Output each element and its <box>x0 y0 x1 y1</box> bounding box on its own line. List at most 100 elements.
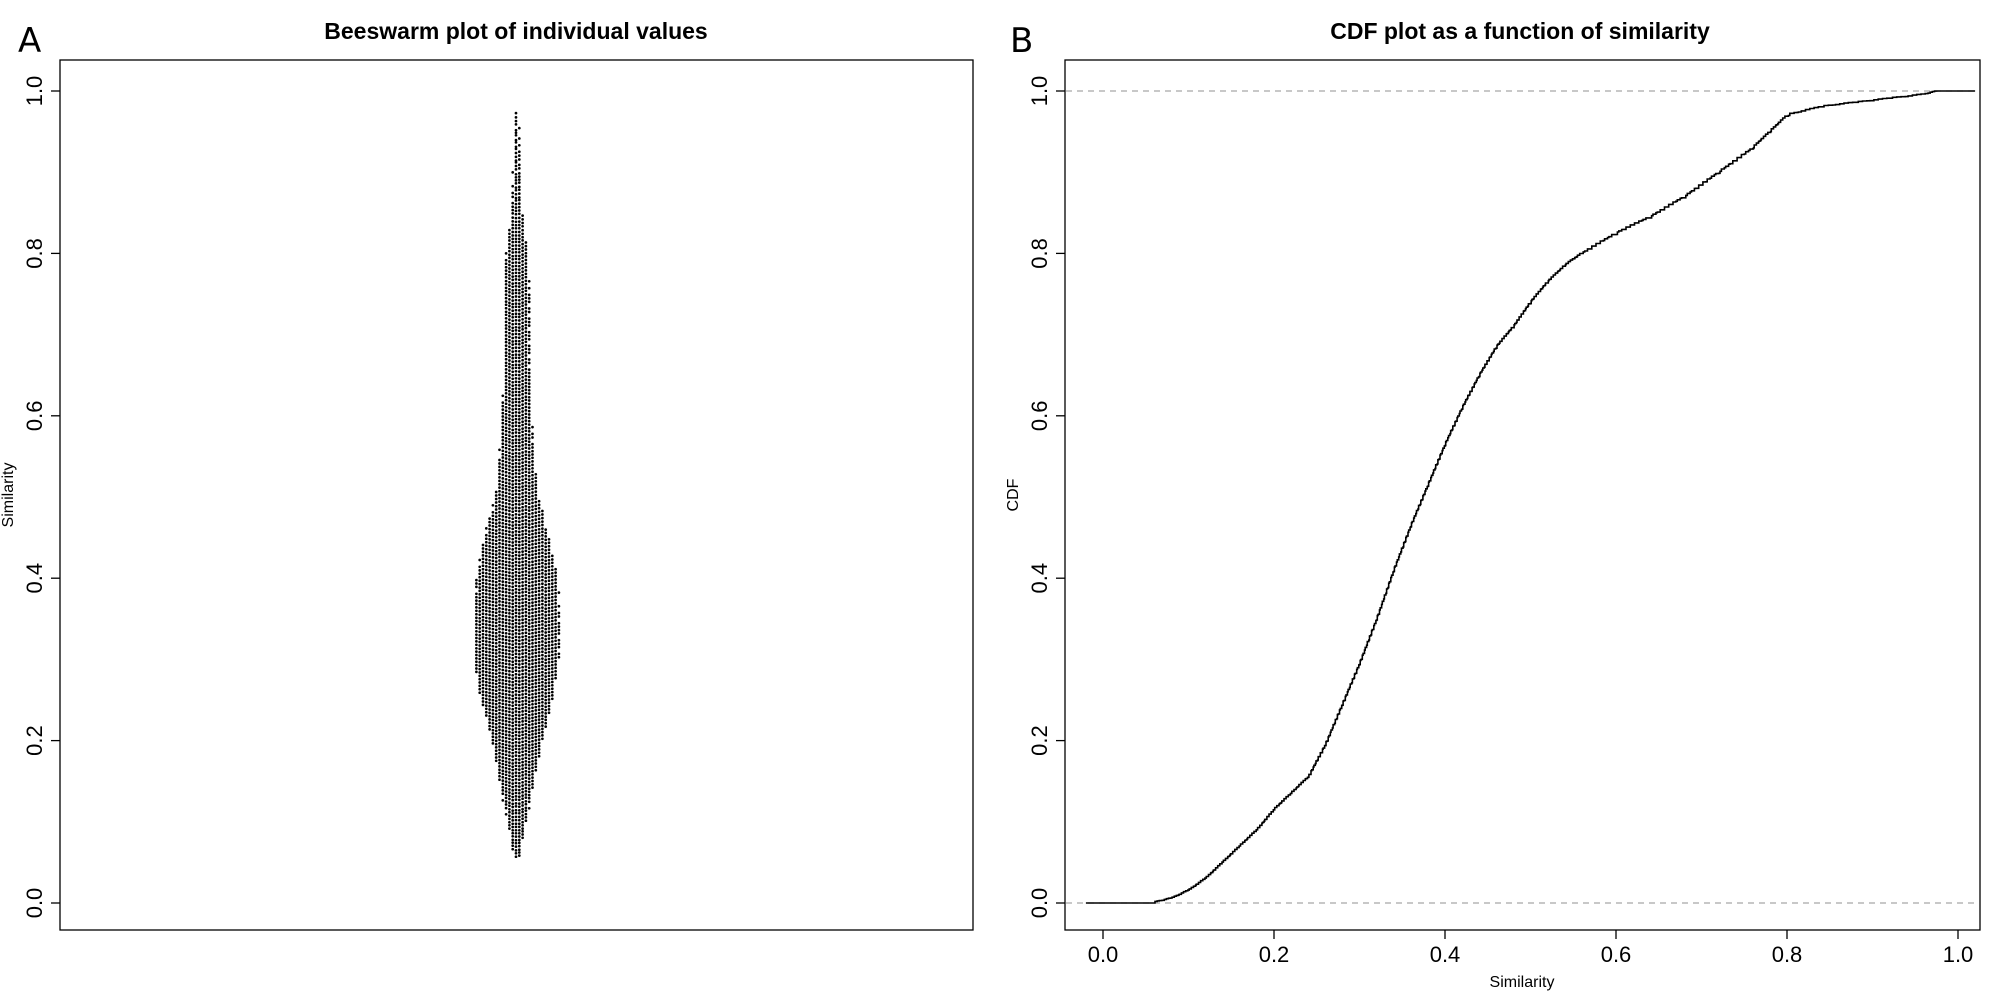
beeswarm-point <box>514 652 518 656</box>
beeswarm-point <box>514 212 518 216</box>
beeswarm-point <box>524 251 528 255</box>
beeswarm-point <box>511 718 515 721</box>
beeswarm-point <box>508 235 511 239</box>
beeswarm-point <box>501 394 505 398</box>
beeswarm-point <box>521 543 524 547</box>
beeswarm-point <box>514 332 518 336</box>
beeswarm-point <box>541 660 544 664</box>
beeswarm-point <box>491 675 495 678</box>
beeswarm-point <box>501 722 505 726</box>
beeswarm-point <box>514 261 518 264</box>
beeswarm-point <box>517 387 521 391</box>
beeswarm-point <box>517 731 521 734</box>
beeswarm-point <box>541 599 544 603</box>
beeswarm-point <box>514 366 518 370</box>
beeswarm-point <box>508 249 511 253</box>
beeswarm-point <box>514 298 518 302</box>
beeswarm-point <box>517 656 521 660</box>
beeswarm-point <box>521 307 524 311</box>
beeswarm-point <box>494 669 498 672</box>
beeswarm-point <box>475 616 478 620</box>
beeswarm-point <box>524 815 528 819</box>
beeswarm-point <box>478 599 482 603</box>
panel-a: A Beeswarm plot of individual values 0.0… <box>0 18 974 931</box>
beeswarm-point <box>521 648 524 652</box>
beeswarm-point <box>547 558 551 562</box>
beeswarm-point <box>521 481 524 485</box>
beeswarm-point <box>541 727 544 731</box>
beeswarm-point <box>521 810 524 814</box>
beeswarm-point <box>541 616 544 620</box>
beeswarm-point <box>554 653 557 656</box>
beeswarm-point <box>498 486 501 489</box>
beeswarm-point <box>491 514 495 518</box>
beeswarm-point <box>508 458 511 461</box>
cdf-reference-lines <box>1066 90 1979 904</box>
beeswarm-point <box>524 796 528 799</box>
beeswarm-point <box>508 410 511 414</box>
beeswarm-point <box>534 559 538 563</box>
beeswarm-point <box>508 301 511 305</box>
beeswarm-point <box>541 572 544 575</box>
beeswarm-point <box>488 691 491 695</box>
beeswarm-point <box>498 651 501 654</box>
beeswarm-point <box>517 288 521 292</box>
beeswarm-point <box>514 424 518 428</box>
beeswarm-point <box>537 534 541 538</box>
beeswarm-point <box>504 550 508 553</box>
beeswarm-point <box>511 724 515 728</box>
beeswarm-point <box>498 647 501 651</box>
beeswarm-point <box>511 778 515 782</box>
beeswarm-point <box>521 416 524 420</box>
beeswarm-point <box>511 646 515 650</box>
beeswarm-point <box>478 630 482 634</box>
beeswarm-point <box>504 450 508 454</box>
beeswarm-point <box>521 372 524 376</box>
beeswarm-point <box>534 671 538 675</box>
beeswarm-point <box>517 192 521 195</box>
beeswarm-point <box>498 705 501 708</box>
beeswarm-point <box>511 411 515 415</box>
beeswarm-point <box>524 320 528 323</box>
beeswarm-point <box>517 370 521 373</box>
beeswarm-point <box>508 345 511 349</box>
beeswarm-point <box>537 637 541 641</box>
beeswarm-point <box>527 730 531 734</box>
beeswarm-point <box>521 726 524 730</box>
beeswarm-point <box>517 615 521 619</box>
beeswarm-point <box>491 681 495 685</box>
beeswarm-point <box>511 731 515 735</box>
beeswarm-point <box>534 483 538 487</box>
beeswarm-point <box>534 675 538 679</box>
beeswarm-point <box>524 443 528 446</box>
beeswarm-point <box>491 738 495 742</box>
beeswarm-point <box>501 762 505 766</box>
beeswarm-point <box>511 195 515 199</box>
beeswarm-point <box>547 562 551 565</box>
beeswarm-point <box>504 409 508 413</box>
beeswarm-point <box>511 812 515 815</box>
beeswarm-point <box>508 349 511 352</box>
beeswarm-point <box>481 622 485 626</box>
beeswarm-point <box>501 665 505 668</box>
beeswarm-point <box>537 708 541 712</box>
beeswarm-point <box>531 669 534 672</box>
beeswarm-point <box>527 686 531 690</box>
beeswarm-point <box>491 668 495 672</box>
beeswarm-point <box>517 302 521 306</box>
beeswarm-point <box>537 741 541 745</box>
beeswarm-point <box>544 624 548 628</box>
beeswarm-point <box>484 595 488 599</box>
beeswarm-point <box>514 417 518 421</box>
beeswarm-point <box>491 671 495 675</box>
beeswarm-point <box>491 593 495 597</box>
beeswarm-point <box>541 697 544 701</box>
beeswarm-point <box>511 741 515 745</box>
beeswarm-point <box>508 362 511 366</box>
beeswarm-y-axis: 0.00.20.40.60.81.0 <box>22 76 60 918</box>
beeswarm-point <box>521 341 524 345</box>
beeswarm-point <box>514 312 518 316</box>
beeswarm-point <box>550 690 554 694</box>
beeswarm-point <box>514 383 518 387</box>
beeswarm-point <box>475 619 478 623</box>
